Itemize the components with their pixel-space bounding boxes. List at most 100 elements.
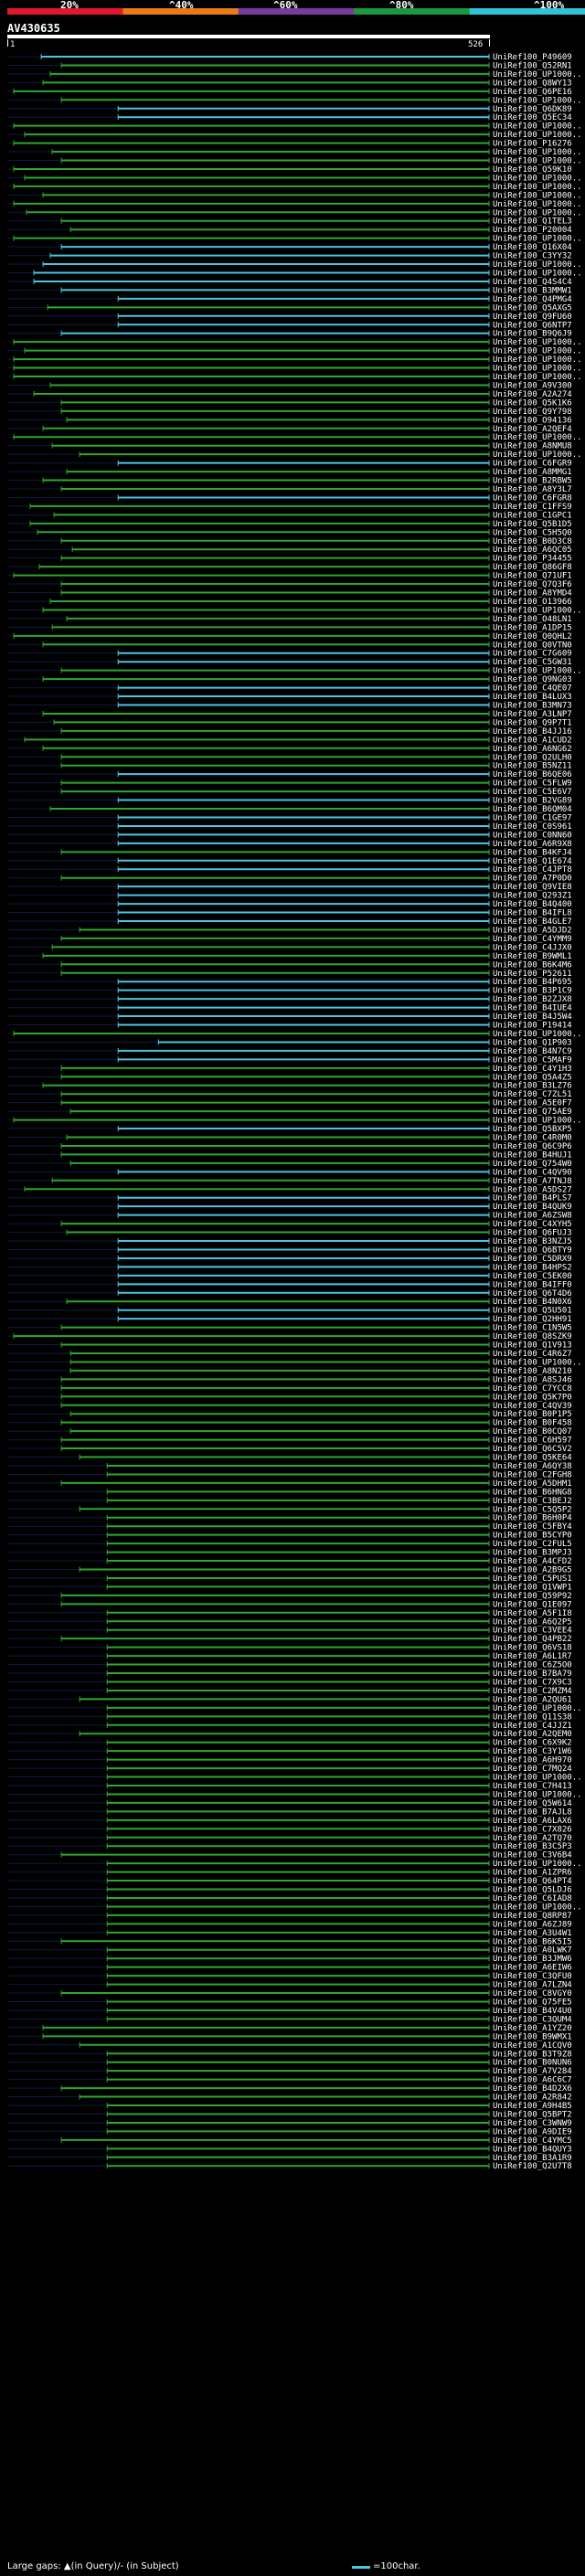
hit-label[interactable]: UniRef100_UP1000..: [493, 1774, 582, 1783]
hit-label[interactable]: UniRef100_UP1000..: [493, 1030, 582, 1039]
hit-label[interactable]: UniRef100_C2FUL5: [493, 1540, 572, 1549]
hit-label[interactable]: UniRef100_Q5A4Z5: [493, 1073, 572, 1082]
hit-label[interactable]: UniRef100_Q2ULH0: [493, 753, 572, 762]
hit-label[interactable]: UniRef100_A6R9X8: [493, 840, 572, 849]
hit-label[interactable]: UniRef100_B4D2X6: [493, 2084, 572, 2094]
hit-label[interactable]: UniRef100_Q4S4C4: [493, 278, 572, 287]
hit-label[interactable]: UniRef100_A6L1R7: [493, 1652, 572, 1661]
hit-label[interactable]: UniRef100_UP1000..: [493, 70, 582, 80]
hit-label[interactable]: UniRef100_UP1000..: [493, 174, 582, 183]
hit-label[interactable]: UniRef100_C2MZM4: [493, 1687, 572, 1696]
hit-label[interactable]: UniRef100_Q75AE9: [493, 1108, 572, 1117]
hit-label[interactable]: UniRef100_Q1E674: [493, 857, 572, 866]
hit-label[interactable]: UniRef100_Q4PMG4: [493, 295, 572, 304]
hit-label[interactable]: UniRef100_A5DHM1: [493, 1479, 572, 1489]
hit-label[interactable]: UniRef100_UP1000..: [493, 96, 582, 105]
hit-label[interactable]: UniRef100_A9H4B5: [493, 2102, 572, 2111]
hit-label[interactable]: UniRef100_UP1000..: [493, 1860, 582, 1869]
hit-label[interactable]: UniRef100_Q5W614: [493, 1799, 572, 1808]
hit-label[interactable]: UniRef100_UP1000..: [493, 122, 582, 132]
hit-label[interactable]: UniRef100_C3BEJ2: [493, 1497, 572, 1506]
hit-label[interactable]: UniRef100_Q6NTP7: [493, 321, 572, 330]
hit-label[interactable]: UniRef100_Q5KE64: [493, 1454, 572, 1463]
hit-label[interactable]: UniRef100_Q9NG03: [493, 675, 572, 684]
hit-label[interactable]: UniRef100_P52611: [493, 970, 572, 979]
hit-label[interactable]: UniRef100_C7X826: [493, 1825, 572, 1834]
hit-label[interactable]: UniRef100_A6QY38: [493, 1462, 572, 1471]
hit-label[interactable]: UniRef100_C7X9C3: [493, 1678, 572, 1687]
hit-label[interactable]: UniRef100_A4CFD2: [493, 1557, 572, 1566]
hit-label[interactable]: UniRef100_Q7Q3F6: [493, 580, 572, 589]
hit-label[interactable]: UniRef100_A2B9G5: [493, 1566, 572, 1575]
hit-label[interactable]: UniRef100_B6H0P4: [493, 1514, 572, 1523]
hit-label[interactable]: UniRef100_A6QC05: [493, 546, 572, 555]
hit-label[interactable]: UniRef100_C2FGH8: [493, 1470, 572, 1479]
hit-label[interactable]: UniRef100_C4R6Z7: [493, 1350, 572, 1359]
hit-label[interactable]: UniRef100_B6K4M6: [493, 960, 572, 970]
hit-label[interactable]: UniRef100_Q16X04: [493, 243, 572, 252]
hit-label[interactable]: UniRef100_B6QM04: [493, 805, 572, 814]
hit-label[interactable]: UniRef100_C4YMC5: [493, 2136, 572, 2146]
hit-label[interactable]: UniRef100_UP1000..: [493, 1358, 582, 1367]
hit-label[interactable]: UniRef100_B4HUJ1: [493, 1150, 572, 1160]
hit-label[interactable]: UniRef100_B0P1P5: [493, 1410, 572, 1419]
hit-label[interactable]: UniRef100_Q8RP87: [493, 1912, 572, 1921]
hit-label[interactable]: UniRef100_B3MPJ3: [493, 1549, 572, 1558]
hit-label[interactable]: UniRef100_Q9P7T1: [493, 718, 572, 727]
hit-label[interactable]: UniRef100_Q293Z1: [493, 892, 572, 901]
hit-label[interactable]: UniRef100_A7P0D0: [493, 875, 572, 884]
hit-label[interactable]: UniRef100_A6C6C7: [493, 2076, 572, 2085]
hit-label[interactable]: UniRef100_C5MAF9: [493, 1055, 572, 1065]
hit-label[interactable]: UniRef100_C1GPC1: [493, 511, 572, 520]
hit-label[interactable]: UniRef100_A1DP15: [493, 623, 572, 632]
hit-label[interactable]: UniRef100_C7H413: [493, 1782, 572, 1791]
hit-label[interactable]: UniRef100_UP1000..: [493, 1704, 582, 1713]
hit-label[interactable]: UniRef100_B4HPS2: [493, 1263, 572, 1272]
hit-label[interactable]: UniRef100_B9WML1: [493, 952, 572, 961]
hit-label[interactable]: UniRef100_C5E6V7: [493, 788, 572, 797]
hit-label[interactable]: UniRef100_UP1000..: [493, 365, 582, 374]
hit-label[interactable]: UniRef100_A6LAX6: [493, 1817, 572, 1826]
hit-label[interactable]: UniRef100_C6H597: [493, 1436, 572, 1446]
hit-label[interactable]: UniRef100_B4IFF0: [493, 1280, 572, 1289]
hit-label[interactable]: UniRef100_O48LN1: [493, 615, 572, 624]
hit-label[interactable]: UniRef100_Q0QHL2: [493, 632, 572, 641]
hit-label[interactable]: UniRef100_C3YY32: [493, 252, 572, 261]
hit-label[interactable]: UniRef100_A7LZN4: [493, 1981, 572, 1990]
hit-label[interactable]: UniRef100_B3LZ76: [493, 1082, 572, 1091]
hit-label[interactable]: UniRef100_UP1000..: [493, 1117, 582, 1126]
hit-label[interactable]: UniRef100_UP1000..: [493, 667, 582, 676]
hit-label[interactable]: UniRef100_Q1TEL3: [493, 217, 572, 227]
hit-label[interactable]: UniRef100_C4R0M0: [493, 1134, 572, 1143]
hit-label[interactable]: UniRef100_C1N5W5: [493, 1324, 572, 1333]
hit-label[interactable]: UniRef100_C4JJZ1: [493, 1722, 572, 1731]
hit-label[interactable]: UniRef100_O94136: [493, 416, 572, 425]
hit-label[interactable]: UniRef100_C4QV90: [493, 1168, 572, 1177]
hit-label[interactable]: UniRef100_B3A1R9: [493, 2154, 572, 2163]
hit-label[interactable]: UniRef100_B4J5W4: [493, 1012, 572, 1022]
hit-label[interactable]: UniRef100_B4JJ16: [493, 727, 572, 737]
hit-label[interactable]: UniRef100_Q1VWP1: [493, 1583, 572, 1592]
hit-label[interactable]: UniRef100_B3T9Z8: [493, 2050, 572, 2059]
hit-label[interactable]: UniRef100_Q4PB22: [493, 1635, 572, 1644]
hit-label[interactable]: UniRef100_A8YMD4: [493, 589, 572, 599]
hit-label[interactable]: UniRef100_C3WNW9: [493, 2119, 572, 2128]
hit-label[interactable]: UniRef100_UP1000..: [493, 157, 582, 166]
hit-label[interactable]: UniRef100_Q2U7T8: [493, 2162, 572, 2171]
hit-label[interactable]: UniRef100_B3C5P3: [493, 1842, 572, 1851]
hit-label[interactable]: UniRef100_C6Z5O0: [493, 1661, 572, 1670]
hit-label[interactable]: UniRef100_Q1P903: [493, 1038, 572, 1047]
hit-label[interactable]: UniRef100_C0S961: [493, 822, 572, 832]
hit-label[interactable]: UniRef100_C6FGR8: [493, 493, 572, 503]
hit-label[interactable]: UniRef100_B5CYP0: [493, 1532, 572, 1541]
hit-label[interactable]: UniRef100_A3LNP7: [493, 710, 572, 719]
hit-label[interactable]: UniRef100_B0D3C8: [493, 537, 572, 546]
hit-label[interactable]: UniRef100_B0F458: [493, 1419, 572, 1428]
hit-label[interactable]: UniRef100_UP1000..: [493, 260, 582, 270]
hit-label[interactable]: UniRef100_C3Y1W6: [493, 1747, 572, 1756]
hit-label[interactable]: UniRef100_A8Y3L7: [493, 485, 572, 494]
hit-label[interactable]: UniRef100_A1CUD2: [493, 736, 572, 745]
hit-label[interactable]: UniRef100_UP1000..: [493, 131, 582, 140]
hit-label[interactable]: UniRef100_UP1000..: [493, 191, 582, 200]
hit-label[interactable]: UniRef100_Q8WY13: [493, 79, 572, 88]
